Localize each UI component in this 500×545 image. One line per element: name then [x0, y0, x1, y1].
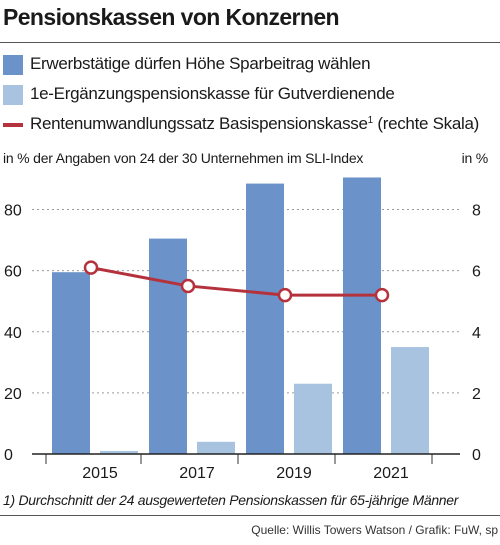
legend-item-1e-kasse: 1e-Ergänzungspensionskasse für Gutverdie… [0, 80, 500, 110]
footnote: 1) Durchschnitt der 24 ausgewerteten Pen… [3, 492, 459, 508]
bar-sparbeitrag [149, 238, 187, 454]
legend: Erwerbstätige dürfen Höhe Sparbeitrag wä… [0, 50, 500, 140]
left-axis-unit: in % der Angaben von 24 der 30 Unternehm… [3, 150, 364, 166]
left-tick-label: 40 [4, 325, 22, 342]
legend-item-umwandlungssatz: Rentenumwandlungssatz Basispensionskasse… [0, 110, 500, 140]
right-tick-label: 8 [472, 203, 481, 220]
bar-1e-kasse [391, 347, 429, 454]
x-tick-label: 2017 [179, 465, 215, 482]
x-tick-label: 2021 [373, 465, 409, 482]
right-tick-label: 0 [472, 447, 481, 464]
legend-footnote-mark: 1 [367, 115, 374, 126]
left-tick-label: 0 [4, 447, 13, 464]
right-tick-label: 6 [472, 264, 481, 281]
line-point-umwandlungssatz [374, 287, 390, 303]
line-point-umwandlungssatz [83, 260, 99, 275]
legend-label-umwandlungssatz-text: Rentenumwandlungssatz Basispensionskasse [30, 114, 368, 133]
line-point-umwandlungssatz [277, 287, 293, 303]
legend-label-umwandlungssatz-suffix: (rechte Skala) [372, 114, 479, 133]
left-tick-label: 20 [4, 386, 22, 403]
bar-1e-kasse [100, 450, 138, 454]
title-divider [0, 42, 500, 43]
footer-divider [0, 515, 500, 516]
legend-item-sparbeitrag: Erwerbstätige dürfen Höhe Sparbeitrag wä… [0, 50, 500, 80]
x-tick-label: 2015 [82, 465, 118, 482]
legend-label-sparbeitrag: Erwerbstätige dürfen Höhe Sparbeitrag wä… [30, 54, 371, 73]
line-point-umwandlungssatz [180, 278, 196, 294]
right-tick-label: 2 [472, 386, 481, 403]
x-tick-label: 2019 [276, 465, 312, 482]
legend-label-umwandlungssatz: Rentenumwandlungssatz Basispensionskasse… [30, 114, 479, 134]
bar-sparbeitrag [52, 272, 90, 454]
left-tick-label: 80 [4, 203, 22, 220]
source-credit: Quelle: Willis Towers Watson / Grafik: F… [251, 523, 498, 537]
bar-1e-kasse [197, 441, 235, 454]
bar-sparbeitrag [246, 183, 284, 455]
legend-swatch-1e-kasse [3, 85, 23, 105]
bar-sparbeitrag [343, 177, 381, 454]
left-tick-label: 60 [4, 264, 22, 281]
legend-swatch-sparbeitrag [3, 55, 23, 75]
legend-label-1e-kasse: 1e-Ergänzungspensionskasse für Gutverdie… [30, 84, 395, 103]
line-umwandlungssatz [90, 266, 382, 297]
right-axis-unit: in % [461, 150, 489, 166]
right-tick-label: 4 [472, 325, 481, 342]
legend-swatch-umwandlungssatz [3, 123, 23, 127]
bar-1e-kasse [294, 383, 332, 454]
chart-title: Pensionskassen von Konzernen [3, 4, 340, 30]
